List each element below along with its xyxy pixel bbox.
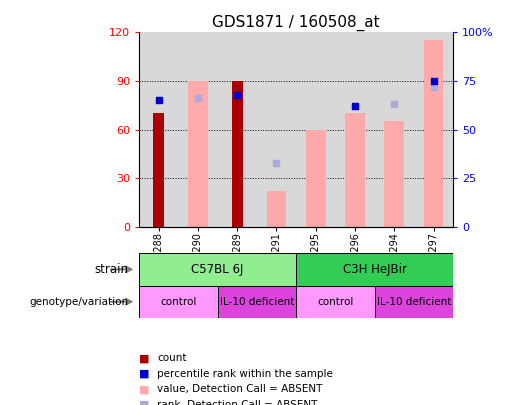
Bar [139, 286, 217, 318]
Point [154, 97, 163, 104]
Text: strain: strain [95, 263, 129, 276]
Bar [257, 32, 296, 227]
Bar [217, 286, 296, 318]
Text: ■: ■ [139, 400, 149, 405]
Text: IL-10 deficient: IL-10 deficient [377, 297, 451, 307]
Bar [374, 32, 414, 227]
Point [272, 160, 281, 166]
Bar [217, 32, 257, 227]
Bar [414, 32, 453, 227]
Text: control: control [160, 297, 197, 307]
Text: rank, Detection Call = ABSENT: rank, Detection Call = ABSENT [157, 400, 317, 405]
Text: ■: ■ [139, 384, 149, 394]
Text: control: control [317, 297, 354, 307]
Text: ■: ■ [139, 369, 149, 379]
Bar [424, 40, 443, 227]
Bar [139, 32, 178, 227]
Bar [153, 113, 164, 227]
Text: C57BL 6J: C57BL 6J [192, 263, 244, 276]
Title: GDS1871 / 160508_at: GDS1871 / 160508_at [212, 15, 380, 31]
Bar [335, 32, 374, 227]
Text: ■: ■ [139, 354, 149, 363]
Bar [296, 253, 453, 286]
Bar [345, 113, 365, 227]
Bar [267, 191, 286, 227]
Point [390, 101, 399, 108]
Bar [232, 81, 243, 227]
Point [430, 83, 438, 90]
Point [194, 95, 202, 102]
Text: count: count [157, 354, 186, 363]
Text: value, Detection Call = ABSENT: value, Detection Call = ABSENT [157, 384, 322, 394]
Text: IL-10 deficient: IL-10 deficient [220, 297, 294, 307]
Point [233, 92, 242, 98]
Bar [385, 122, 404, 227]
Bar [375, 286, 453, 318]
Bar [139, 253, 296, 286]
Text: genotype/variation: genotype/variation [30, 297, 129, 307]
Bar [188, 81, 208, 227]
Text: C3H HeJBir: C3H HeJBir [342, 263, 407, 276]
Point [430, 78, 438, 84]
Bar [306, 130, 325, 227]
Point [351, 103, 359, 109]
Point [351, 103, 359, 109]
Bar [178, 32, 217, 227]
Text: percentile rank within the sample: percentile rank within the sample [157, 369, 333, 379]
Bar [296, 32, 335, 227]
Bar [296, 286, 375, 318]
